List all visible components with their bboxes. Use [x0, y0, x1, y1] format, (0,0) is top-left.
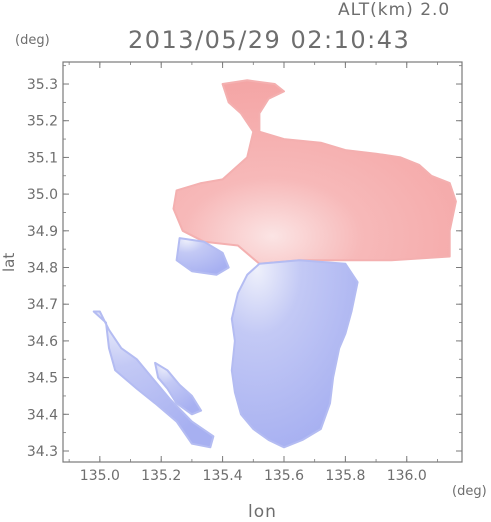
region-west-pocket	[175, 237, 230, 276]
plot-frame	[62, 61, 463, 463]
region-north-receding	[172, 79, 457, 265]
y-tick-label: 35.3	[27, 77, 58, 93]
region-awaji-island	[92, 310, 215, 449]
region-south-approaching	[230, 259, 359, 449]
y-tick-label: 35.2	[27, 114, 58, 130]
y-tick-label: 34.9	[27, 224, 58, 240]
altitude-label: ALT(km) 2.0	[338, 0, 451, 20]
y-tick-label: 34.4	[27, 407, 58, 423]
x-axis-label: lon	[248, 502, 277, 522]
x-tick-label: 135.6	[264, 468, 304, 484]
y-axis-ticks: 34.3 34.4 34.5 34.6 34.7 34.8 34.9 35.0 35.1 35.2…	[27, 65, 462, 460]
y-tick-label: 34.8	[27, 261, 58, 277]
y-axis-unit: (deg)	[15, 33, 50, 48]
x-tick-label: 136.0	[387, 468, 427, 484]
velocity-regions	[92, 79, 457, 449]
region-central-bay-patch	[154, 361, 203, 416]
datetime-title: 2013/05/29 02:10:43	[128, 26, 411, 54]
x-tick-label: 135.2	[141, 468, 181, 484]
x-tick-label: 135.4	[203, 468, 243, 484]
y-tick-label: 34.3	[27, 444, 58, 460]
y-tick-label: 35.1	[27, 150, 58, 166]
y-tick-label: 34.5	[27, 371, 58, 387]
y-tick-label: 34.7	[27, 297, 58, 313]
x-tick-label: 135.0	[80, 468, 120, 484]
x-tick-label: 135.8	[325, 468, 365, 484]
y-tick-label: 35.0	[27, 187, 58, 203]
y-tick-label: 34.6	[27, 334, 58, 350]
x-axis-unit: (deg)	[452, 484, 487, 499]
x-axis-ticks: 135.0 135.2 135.4 135.6 135.8 136.0	[68, 62, 438, 484]
